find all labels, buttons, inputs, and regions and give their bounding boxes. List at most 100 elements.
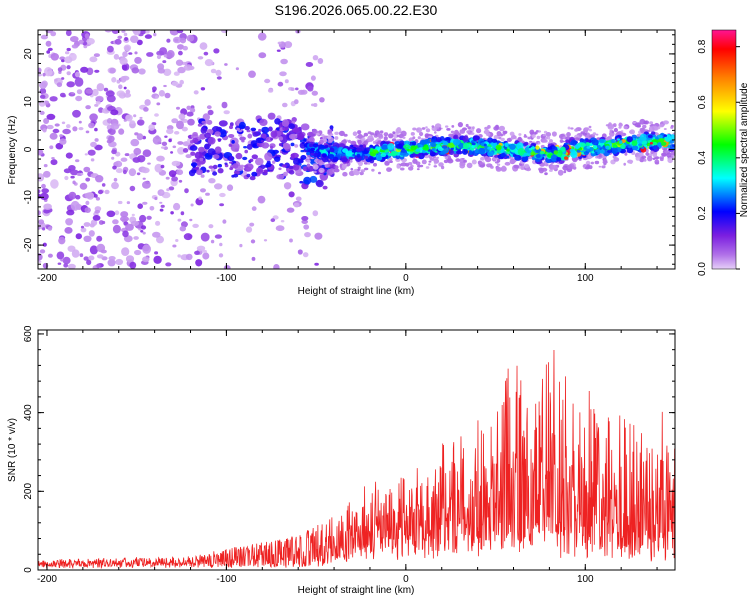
spectrogram-cell	[421, 139, 428, 145]
spectrogram-cell	[309, 143, 314, 148]
spectrogram-cell	[282, 171, 288, 177]
spectrogram-cell	[38, 173, 45, 182]
spectrogram-cell	[168, 170, 177, 178]
spectrogram-cell	[529, 140, 533, 143]
spectrogram-cell	[136, 39, 143, 46]
spectrogram-cell	[370, 132, 375, 136]
spectrogram-cell	[50, 53, 59, 61]
spectrogram-cell	[548, 139, 553, 144]
spectrogram-cell	[652, 157, 656, 160]
colorbar-gradient	[711, 29, 737, 270]
spectrogram-cell	[95, 95, 104, 102]
spectrogram-cell	[175, 59, 184, 66]
spectrogram-cell	[509, 131, 515, 136]
spectrogram-cell	[272, 149, 279, 154]
spectrogram-cell	[130, 35, 139, 43]
spectrogram-cell	[400, 130, 407, 137]
spectrogram-cell	[669, 139, 675, 144]
spectrogram-cell	[218, 253, 224, 258]
spectrogram-cell	[80, 225, 85, 229]
spectrogram-cell	[267, 88, 274, 93]
spectrogram-cell	[582, 132, 587, 136]
spectrogram-cell	[334, 131, 339, 135]
spectrogram-cell	[203, 51, 209, 56]
spectrogram-cell	[395, 127, 402, 134]
spectrogram-cell	[39, 192, 49, 200]
spectrogram-cell	[120, 76, 127, 83]
spectrogram-cell	[592, 132, 597, 136]
spectrogram-cell	[128, 52, 133, 55]
spectrogram-cell	[408, 162, 413, 166]
spectrogram-cell	[261, 142, 270, 149]
spectrogram-cell	[143, 107, 149, 112]
spectrogram-cell	[108, 135, 115, 143]
spectrogram-cell	[543, 139, 548, 143]
spectrogram-cell	[544, 163, 549, 167]
spectrogram-cell	[277, 41, 282, 45]
spectrogram-cell	[74, 71, 81, 78]
spectrogram-cell	[282, 143, 291, 150]
spectrogram-cell	[487, 151, 494, 157]
spectrogram-cell	[290, 142, 295, 147]
spectrogram-cell	[175, 239, 179, 242]
spectrogram-cell	[171, 118, 179, 124]
spectrogram-cell	[66, 65, 71, 70]
spectrogram-cell	[479, 162, 484, 165]
spectrogram-cell	[412, 158, 418, 164]
spectrogram-cell	[598, 165, 602, 168]
spectrogram-cell	[223, 110, 230, 115]
spectrogram-cell	[86, 38, 95, 45]
spectrogram-cell	[83, 166, 91, 173]
spectrogram-cell	[139, 214, 147, 223]
spectrogram-cell	[251, 256, 256, 261]
spectrogram-cell	[184, 188, 189, 194]
spectrogram-cell	[76, 89, 83, 95]
spectrogram-cell	[123, 44, 132, 52]
spectrogram-cell	[107, 259, 116, 267]
spectrogram-cell	[517, 137, 523, 142]
spectrogram-cell	[652, 152, 658, 158]
spectrogram-cell	[462, 135, 469, 142]
spectrogram-cell	[249, 222, 255, 227]
spectrogram-cell	[70, 169, 79, 176]
spectrogram-cell	[233, 170, 240, 175]
spectrogram-cell	[574, 128, 579, 132]
spectrogram-cell	[652, 145, 658, 150]
spectrogram-cell	[321, 134, 325, 137]
spectrogram-cell	[348, 156, 354, 160]
spectrogram-cell	[283, 182, 292, 190]
spectrogram-cell	[422, 146, 430, 151]
spectrogram-cell	[541, 167, 548, 172]
spectrogram-cell	[246, 173, 251, 178]
spectrogram-cell	[389, 160, 393, 163]
spectrogram-cell	[146, 215, 152, 220]
spectrogram-cell	[72, 180, 76, 185]
spectrogram-cell	[166, 188, 170, 192]
spectrogram-cell	[118, 84, 123, 90]
spectrogram-cell	[144, 34, 152, 39]
spectrogram-cell	[214, 131, 221, 137]
spectrogram-cell	[152, 231, 161, 238]
spectrogram-cell	[329, 125, 334, 130]
spectrogram-cell	[376, 154, 383, 161]
spectrogram-cell	[260, 140, 265, 143]
spectrogram-cell	[123, 119, 127, 122]
spectrogram-cell	[484, 126, 489, 130]
spectrogram-cell	[172, 244, 177, 248]
spectrogram-cell	[49, 132, 58, 140]
spectrogram-cell	[212, 164, 218, 170]
colorbar-tick-label: 0.2	[697, 206, 708, 220]
spectrogram-cell	[667, 157, 673, 164]
spectrogram-cell	[297, 249, 303, 255]
spectrogram-cell	[376, 133, 383, 138]
spectrogram-cell	[173, 71, 180, 76]
spectrogram-cell	[60, 259, 64, 262]
spectrogram-cell	[194, 166, 200, 171]
spectrogram-cell	[63, 168, 72, 174]
spectrogram-cell	[218, 129, 227, 138]
spectrogram-cell	[156, 102, 161, 106]
spectrogram-cell	[59, 56, 66, 61]
spectrogram-cell	[264, 152, 273, 162]
spectrogram-cell	[133, 147, 142, 156]
spectrogram-cell	[395, 154, 401, 160]
